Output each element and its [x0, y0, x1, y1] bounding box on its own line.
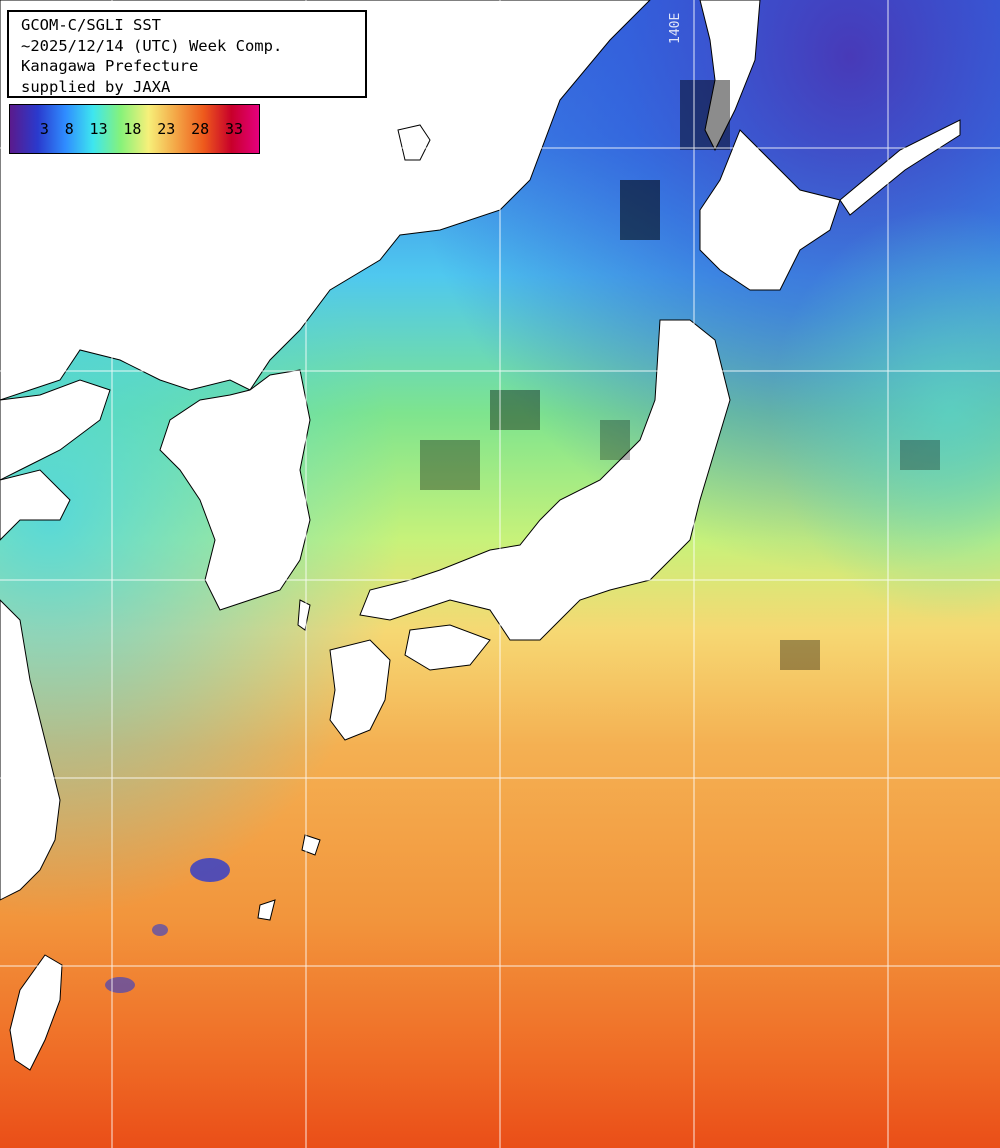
colorbar-tick: 8 — [64, 120, 74, 138]
land-china-east — [0, 599, 61, 901]
title-line-region: Kanagawa Prefecture — [21, 57, 199, 75]
land-china-north — [0, 379, 111, 481]
land-honshu — [359, 319, 731, 641]
colorbar-tick: 23 — [157, 120, 176, 138]
colorbar-tick: 3 — [39, 120, 49, 138]
land-sakhalin — [699, 0, 761, 152]
land-tsushima — [297, 599, 311, 631]
title-box: GCOM-C/SGLI SST ~2025/12/14 (UTC) Week C… — [7, 10, 367, 98]
land-rishiri — [397, 124, 431, 161]
cloud-mask — [420, 80, 940, 670]
colorbar-tick: 13 — [89, 120, 108, 138]
land-shandong — [0, 469, 71, 541]
land-masses — [0, 0, 961, 1071]
longitude-label: 140E — [668, 12, 683, 44]
land-korea — [159, 369, 311, 611]
title-line-date: ~2025/12/14 (UTC) Week Comp. — [21, 36, 283, 55]
land-kurils — [839, 119, 961, 216]
temperature-colorbar: 3 8 13 18 23 28 33 — [9, 104, 260, 154]
title-line-product: GCOM-C/SGLI SST — [21, 16, 161, 34]
land-shikoku — [404, 624, 491, 671]
colorbar-tick: 28 — [191, 120, 210, 138]
colorbar-tick: 33 — [224, 120, 244, 138]
land-mainland-north — [0, 0, 651, 401]
land-hokkaido — [699, 129, 841, 291]
land-kyushu — [329, 639, 391, 741]
colorbar-tick: 18 — [123, 120, 142, 138]
land-ryukyu-2 — [257, 899, 276, 921]
land-taiwan — [9, 954, 63, 1071]
latitude-label: 40N — [14, 354, 38, 369]
title-line-credit: supplied by JAXA — [21, 77, 171, 96]
